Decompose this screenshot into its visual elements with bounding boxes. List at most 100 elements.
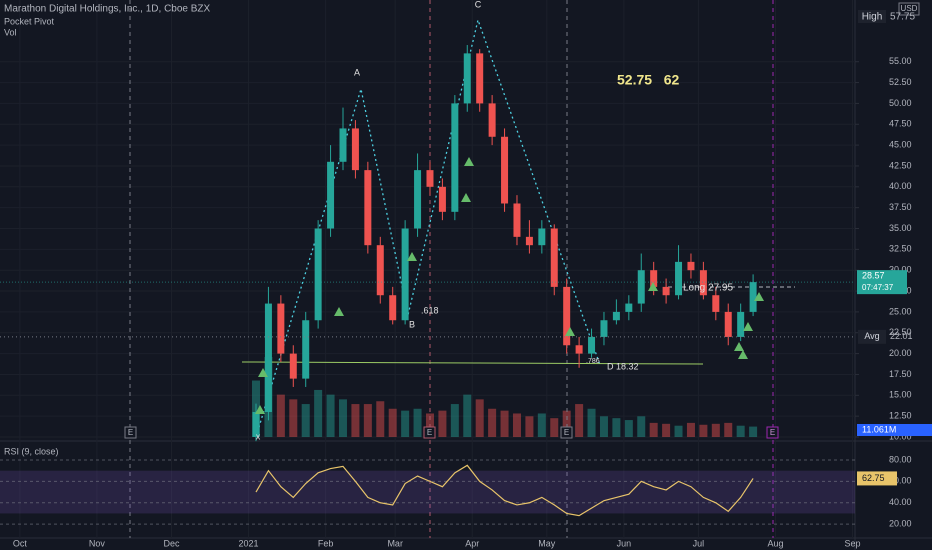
pivot-marker bbox=[255, 405, 265, 414]
support-line bbox=[241, 361, 704, 365]
candle-body bbox=[414, 170, 422, 229]
rsi-tag-box bbox=[857, 471, 897, 486]
candle-body bbox=[314, 228, 322, 321]
volume-bar bbox=[637, 416, 646, 437]
volume-bar bbox=[662, 423, 671, 437]
candle-body bbox=[525, 236, 533, 246]
point-a: A bbox=[354, 67, 360, 77]
rsi-band bbox=[0, 470, 855, 514]
rsi-title: RSI (9, close) bbox=[4, 446, 59, 456]
y-tick-label: 22.50 bbox=[889, 327, 912, 337]
pivot-marker bbox=[565, 327, 575, 336]
indicator-label: Vol bbox=[4, 27, 17, 37]
avg-label: Avg bbox=[864, 331, 879, 341]
candles bbox=[252, 45, 757, 442]
candle-body bbox=[550, 228, 558, 287]
volume-bar bbox=[736, 425, 745, 437]
candle-body bbox=[302, 320, 310, 379]
earnings-label: E bbox=[427, 428, 432, 437]
rsi-tick-label: 60.00 bbox=[889, 476, 912, 486]
candle-body bbox=[724, 311, 732, 337]
volume-bar bbox=[599, 416, 608, 437]
candle-body bbox=[650, 270, 658, 287]
volume-bar bbox=[649, 422, 658, 437]
pivot-marker bbox=[648, 282, 658, 291]
y-tick-label: 55.00 bbox=[889, 56, 912, 66]
volume-bar bbox=[612, 418, 621, 437]
pivot-marker bbox=[461, 193, 471, 202]
pivot-marker bbox=[738, 350, 748, 359]
candle-body bbox=[327, 161, 335, 229]
pivot-marker bbox=[334, 307, 344, 316]
volume-bar bbox=[674, 425, 683, 437]
candle-body bbox=[588, 336, 596, 354]
high-tag-value: 57.75 bbox=[890, 12, 915, 23]
x-tick-label: Jul bbox=[693, 538, 705, 548]
volume-bar bbox=[463, 394, 472, 437]
candle-body bbox=[451, 103, 459, 212]
volume-bar bbox=[475, 399, 484, 437]
volume-tag: 11.061M bbox=[862, 424, 896, 434]
candle-body bbox=[575, 345, 583, 354]
rsi-pane: 20.00 40.00 60.00 80.00 62.75 bbox=[0, 454, 912, 529]
pivot-marker bbox=[734, 342, 744, 351]
earnings-box bbox=[124, 426, 137, 439]
candle-body bbox=[513, 203, 521, 237]
currency: USD bbox=[901, 4, 918, 13]
volume-bar bbox=[289, 399, 298, 437]
candle-body bbox=[264, 303, 272, 412]
fib-d: .786 bbox=[586, 358, 600, 365]
candle-body bbox=[401, 228, 409, 321]
candle-body bbox=[563, 286, 571, 346]
point-c: C bbox=[475, 0, 482, 9]
x-tick-label: 2021 bbox=[239, 538, 259, 548]
point-d: D 18.32 bbox=[607, 361, 639, 371]
y-tick-label: 12.50 bbox=[889, 411, 912, 421]
long-label: Long 27.95 bbox=[683, 283, 733, 294]
volume-bar bbox=[562, 410, 571, 437]
x-tick-label: Mar bbox=[387, 538, 403, 548]
candle-body bbox=[749, 282, 757, 312]
volume-bar bbox=[363, 404, 372, 437]
candle-body bbox=[625, 303, 633, 312]
candle-body bbox=[637, 270, 645, 304]
x-tick-label: Nov bbox=[89, 538, 106, 548]
y-tick-label: 45.00 bbox=[889, 139, 912, 149]
candle-body bbox=[662, 286, 670, 296]
volume-bar bbox=[388, 408, 397, 437]
y-tick-label: 20.00 bbox=[889, 348, 912, 358]
earnings-markers: E E E E bbox=[124, 426, 779, 439]
rsi-tick-label: 40.00 bbox=[889, 497, 912, 507]
y-tick-label: 15.00 bbox=[889, 390, 912, 400]
x-tick-label: Feb bbox=[318, 538, 334, 548]
indicator-label: Pocket Pivot bbox=[4, 16, 55, 26]
pivot-marker bbox=[754, 292, 764, 301]
currency-box bbox=[898, 2, 920, 16]
earnings-label: E bbox=[770, 428, 775, 437]
volume-tag-box bbox=[857, 424, 932, 436]
note: 52.75 62 bbox=[617, 72, 679, 88]
volume-bar bbox=[749, 426, 758, 437]
pivot-marker bbox=[464, 157, 474, 166]
candle-body bbox=[501, 136, 509, 204]
candle-body bbox=[277, 303, 285, 354]
x-tick-label: Dec bbox=[163, 538, 180, 548]
y-tick-label: 52.50 bbox=[889, 77, 912, 87]
candle-body bbox=[289, 353, 297, 379]
avg-value: 22.01 bbox=[890, 331, 913, 341]
pivot-marker bbox=[407, 252, 417, 261]
candle-body bbox=[476, 53, 484, 104]
y-tick-label: 37.50 bbox=[889, 202, 912, 212]
high-tag-box bbox=[858, 10, 886, 23]
avg-box bbox=[858, 329, 886, 344]
x-tick-label: May bbox=[538, 538, 556, 548]
y-tick-label: 25.00 bbox=[889, 306, 912, 316]
candle-body bbox=[612, 311, 620, 321]
candle-body bbox=[426, 170, 434, 187]
rsi-tag: 62.75 bbox=[862, 473, 885, 483]
rsi-line bbox=[255, 464, 754, 517]
volume-bar bbox=[301, 404, 310, 437]
candle-body bbox=[463, 53, 471, 104]
candle-body bbox=[538, 228, 546, 246]
